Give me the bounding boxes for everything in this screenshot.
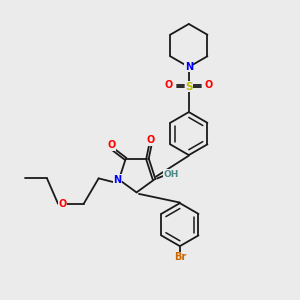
Text: N: N <box>113 175 121 184</box>
Text: O: O <box>146 135 154 146</box>
Text: S: S <box>185 82 193 92</box>
Text: O: O <box>204 80 213 90</box>
Text: N: N <box>185 62 193 72</box>
Text: O: O <box>165 80 173 90</box>
Text: O: O <box>58 199 67 209</box>
Text: Br: Br <box>174 253 186 262</box>
Text: OH: OH <box>164 170 179 179</box>
Text: O: O <box>107 140 116 150</box>
